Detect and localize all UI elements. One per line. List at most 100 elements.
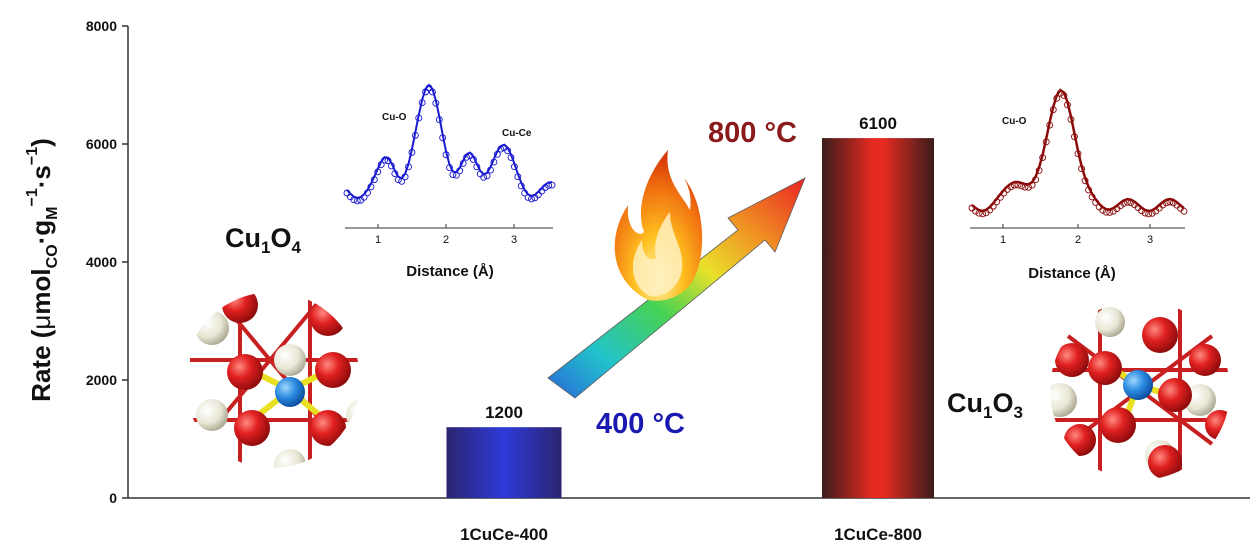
inset-data-point bbox=[350, 196, 358, 204]
inset-data-point bbox=[1039, 154, 1047, 161]
inset-data-point bbox=[1032, 176, 1040, 184]
temp-label-low: 400 °C bbox=[596, 408, 685, 440]
inset-tick-label: 1 bbox=[1000, 234, 1006, 246]
inset-data-point bbox=[1081, 177, 1089, 185]
inset-data-point bbox=[1025, 183, 1032, 191]
inset-data-point bbox=[473, 163, 481, 171]
inset-data-point bbox=[517, 182, 525, 190]
inset-data-point bbox=[411, 131, 419, 139]
inset-data-point bbox=[418, 99, 426, 107]
inset-right-peak-label-cuo: Cu-O bbox=[1002, 116, 1027, 127]
structure-label-left: Cu1O4 bbox=[225, 223, 301, 257]
y-tick-label: 8000 bbox=[86, 18, 117, 34]
inset-data-point bbox=[1042, 138, 1050, 146]
inset-data-point bbox=[442, 151, 450, 159]
inset-data-point bbox=[507, 154, 515, 161]
inset-data-point bbox=[1049, 106, 1057, 114]
inset-plot-right: 1 2 3 Cu-O Distance (Å) bbox=[968, 88, 1188, 282]
inset-data-point bbox=[1180, 207, 1188, 215]
inset-data-point bbox=[360, 193, 368, 201]
inset-data-point bbox=[993, 198, 1001, 206]
inset-data-point bbox=[1071, 133, 1078, 141]
inset-data-point bbox=[384, 157, 392, 165]
inset-data-point bbox=[1000, 189, 1008, 197]
inset-data-point bbox=[1169, 199, 1177, 207]
inset-data-point bbox=[343, 189, 351, 197]
inset-data-point bbox=[1141, 209, 1149, 217]
inset-data-point bbox=[1162, 199, 1170, 207]
y-axis: 0 2000 4000 6000 8000 bbox=[86, 18, 129, 506]
structure-model-right bbox=[1050, 300, 1230, 480]
inset-data-point bbox=[401, 173, 409, 181]
inset-data-point bbox=[1102, 208, 1110, 216]
inset-tick-label: 3 bbox=[1147, 234, 1153, 246]
inset-data-point bbox=[391, 170, 399, 177]
inset-data-point bbox=[425, 84, 433, 92]
inset-data-point bbox=[1014, 181, 1022, 189]
inset-data-point bbox=[1060, 91, 1068, 99]
inset-data-point bbox=[1145, 210, 1153, 218]
inset-data-point bbox=[1074, 150, 1082, 158]
inset-data-point bbox=[387, 162, 395, 170]
inset-data-point bbox=[1021, 183, 1029, 191]
inset-data-point bbox=[986, 206, 994, 214]
inset-data-point bbox=[1028, 181, 1036, 189]
inset-data-point bbox=[439, 134, 447, 142]
inset-data-point bbox=[415, 114, 423, 122]
inset-data-point bbox=[493, 150, 501, 158]
inset-data-point bbox=[1120, 199, 1128, 207]
inset-data-point bbox=[459, 159, 467, 167]
inset-data-point bbox=[1088, 193, 1096, 201]
inset-left-peak-label-cuo: Cu-O bbox=[382, 112, 407, 123]
temp-label-high: 800 °C bbox=[708, 117, 797, 149]
inset-data-point bbox=[446, 164, 453, 171]
inset-data-point bbox=[541, 184, 549, 192]
inset-plot-left: 1 2 3 Cu-O Cu-Ce Distance (Å) bbox=[343, 83, 556, 280]
inset-data-point bbox=[398, 177, 406, 185]
inset-data-point bbox=[449, 171, 457, 178]
inset-data-point bbox=[1018, 182, 1025, 190]
inset-data-point bbox=[548, 181, 556, 189]
inset-data-point bbox=[353, 197, 361, 205]
inset-data-point bbox=[408, 148, 416, 156]
inset-left-peak-label-cuce: Cu-Ce bbox=[502, 128, 532, 139]
inset-data-point bbox=[480, 173, 488, 181]
inset-tick-label: 2 bbox=[443, 234, 449, 246]
inset-data-point bbox=[534, 191, 542, 199]
bar-1CuCe-800 bbox=[822, 138, 934, 498]
inset-data-point bbox=[1035, 166, 1043, 174]
inset-data-point bbox=[381, 156, 389, 164]
inset-right-xlabel: Distance (Å) bbox=[1028, 265, 1116, 282]
inset-data-point bbox=[975, 209, 983, 217]
inset-data-point bbox=[490, 158, 498, 166]
inset-data-point bbox=[996, 193, 1004, 201]
inset-data-point bbox=[394, 176, 402, 184]
x-tick-label-800: 1CuCe-800 bbox=[834, 525, 922, 544]
x-tick-label-400: 1CuCe-400 bbox=[460, 525, 548, 544]
inset-data-point bbox=[1067, 115, 1075, 123]
inset-data-point bbox=[435, 116, 443, 123]
y-tick-label: 4000 bbox=[86, 254, 117, 270]
flame-icon bbox=[614, 150, 703, 301]
inset-tick-label: 3 bbox=[511, 234, 517, 246]
inset-data-point bbox=[405, 163, 412, 171]
inset-data-point bbox=[1138, 207, 1146, 215]
inset-tick-label: 1 bbox=[375, 234, 381, 246]
structure-label-right: Cu1O3 bbox=[947, 388, 1023, 422]
inset-data-point bbox=[1063, 101, 1071, 109]
structure-model-left bbox=[184, 292, 360, 468]
y-tick-label: 0 bbox=[109, 490, 117, 506]
inset-data-point bbox=[979, 210, 987, 218]
inset-data-point bbox=[1053, 94, 1061, 102]
inset-data-point bbox=[1056, 89, 1064, 97]
inset-data-point bbox=[1127, 199, 1135, 207]
inset-data-point bbox=[524, 193, 532, 201]
inset-data-point bbox=[463, 153, 471, 161]
inset-data-point bbox=[428, 88, 436, 96]
inset-data-point bbox=[1046, 121, 1054, 129]
inset-data-point bbox=[377, 161, 385, 169]
inset-data-point bbox=[1092, 198, 1100, 206]
inset-data-point bbox=[504, 147, 512, 155]
inset-data-point bbox=[1010, 181, 1018, 189]
inset-data-point bbox=[1109, 207, 1117, 215]
